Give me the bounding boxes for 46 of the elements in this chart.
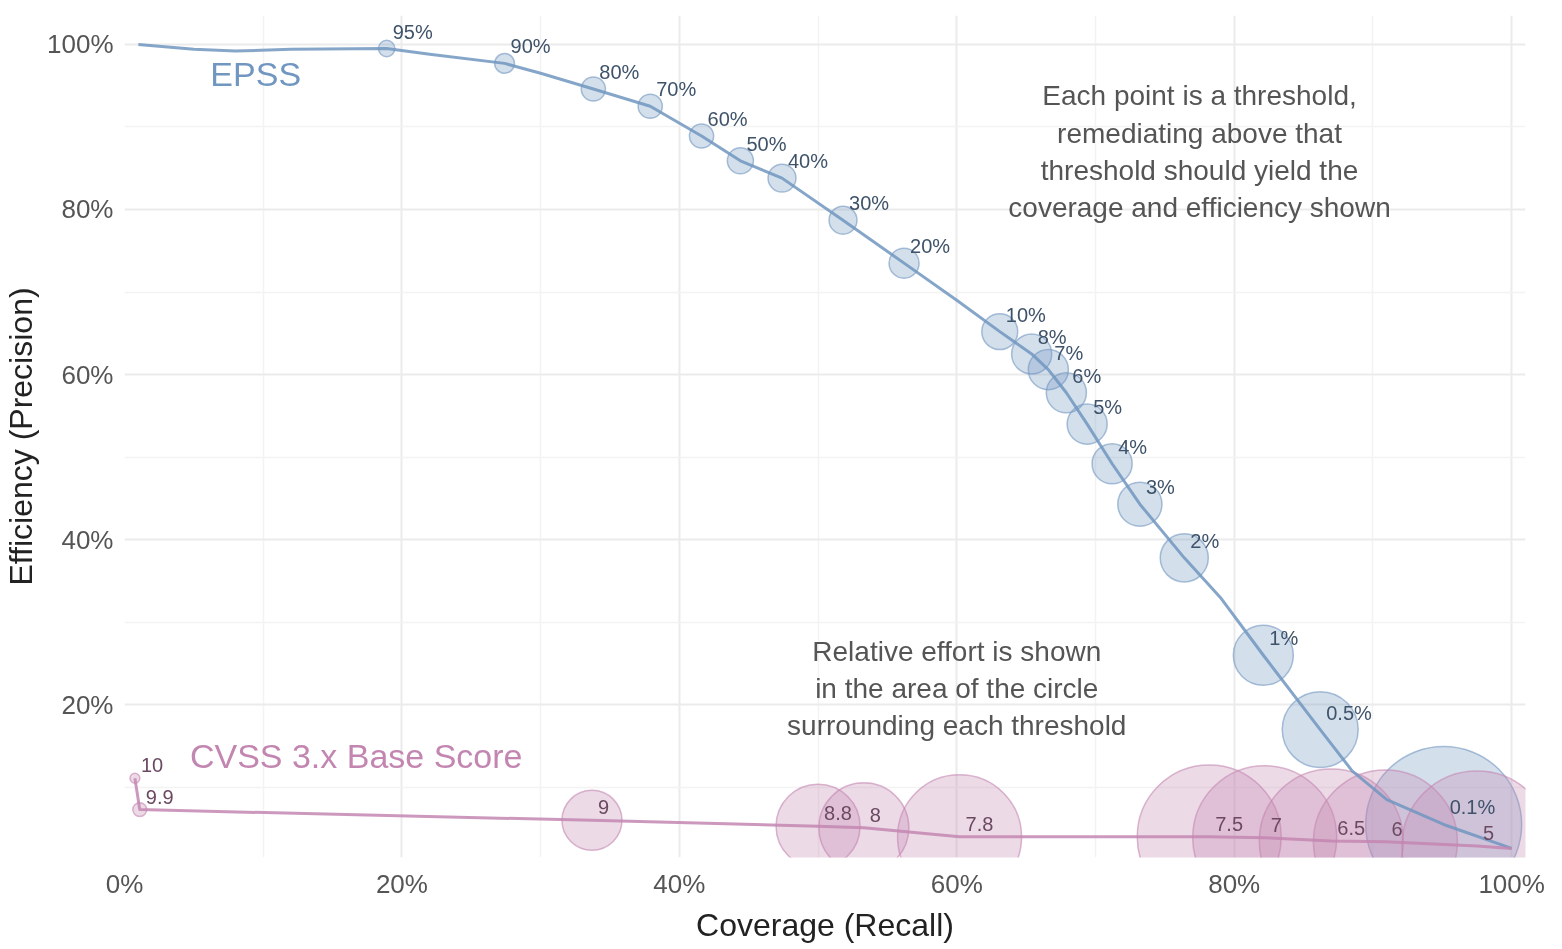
y-tick-label: 40% [61, 524, 114, 555]
annotation: 60% [707, 108, 748, 131]
annotation: 2% [1190, 529, 1220, 552]
annotation: 6% [1072, 364, 1102, 387]
annotation: 8 [869, 803, 881, 826]
annotation: 80% [599, 60, 640, 83]
annotation: 6 [1391, 817, 1403, 840]
y-axis-title: Efficiency (Precision) [3, 287, 39, 586]
annotation: 6.5 [1337, 816, 1366, 839]
annotation: 10% [1005, 303, 1047, 326]
y-tick-label: 20% [61, 689, 114, 720]
annotation: 9 [597, 796, 610, 819]
annotation: 7.8 [965, 812, 994, 835]
series-label: CVSS 3.x Base Score [189, 737, 523, 776]
annotation: 7.5 [1215, 812, 1244, 835]
x-axis-title: Coverage (Recall) [696, 906, 954, 943]
x-tick-label: 100% [1478, 868, 1545, 899]
x-tick-label: 80% [1208, 868, 1261, 899]
x-tick-label: 40% [653, 868, 706, 899]
annotation: 20% [910, 235, 951, 258]
annotation: 30% [849, 192, 890, 215]
annotation: 8.8 [824, 802, 852, 825]
annotation: 1% [1269, 627, 1299, 650]
annotation: 0.5% [1326, 701, 1373, 724]
annotation: 0.1% [1449, 796, 1496, 819]
annotation: 90% [510, 35, 551, 58]
y-tick-label: 80% [61, 194, 114, 225]
annotation: 70% [656, 78, 697, 101]
annotation: 50% [746, 132, 787, 155]
annotation: 7 [1270, 813, 1282, 836]
annotation: 4% [1118, 435, 1148, 458]
annotation: Relative effort is shown in the area of the circle surrounding each threshold [787, 635, 1127, 741]
annotation: 5 [1482, 821, 1495, 844]
annotation: 40% [788, 150, 829, 173]
annotation: 3% [1145, 476, 1175, 499]
y-tick-label: 100% [47, 29, 114, 60]
annotation: 5% [1093, 396, 1123, 419]
annotation: Each point is a threshold, remediating above that threshold should yield the coverage and efficiency shown [1008, 80, 1391, 224]
x-tick-label: 0% [105, 868, 144, 899]
annotation: 9.9 [145, 785, 174, 808]
x-tick-label: 60% [930, 868, 983, 899]
annotation: 10 [140, 754, 164, 777]
x-tick-label: 20% [375, 868, 428, 899]
y-tick-label: 60% [61, 359, 114, 390]
annotation: 95% [392, 20, 433, 43]
series-label: EPSS [210, 55, 302, 94]
